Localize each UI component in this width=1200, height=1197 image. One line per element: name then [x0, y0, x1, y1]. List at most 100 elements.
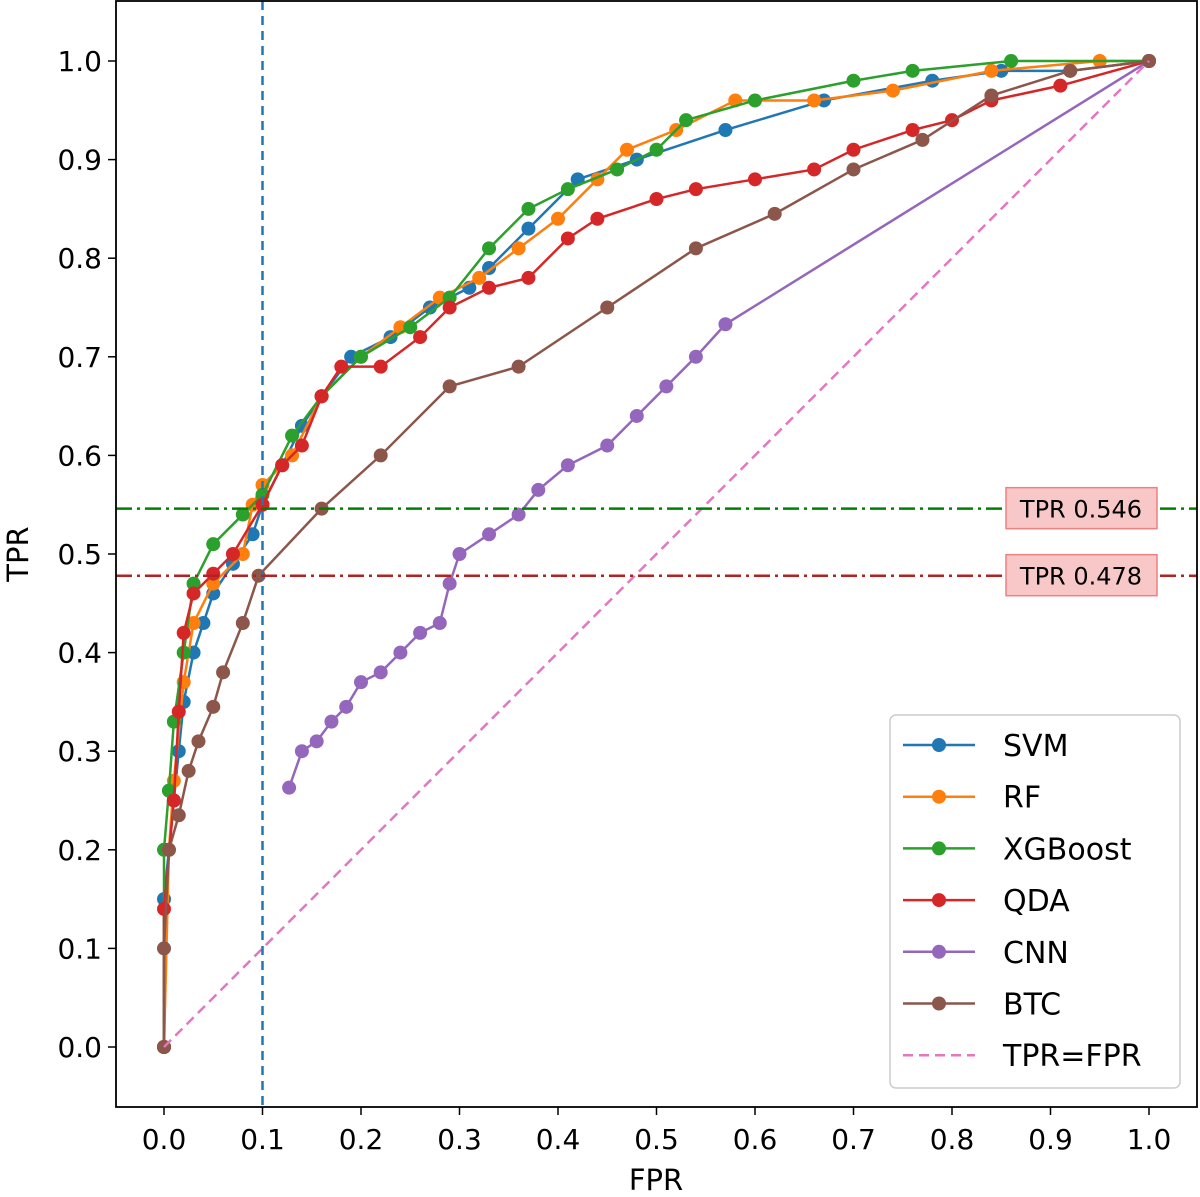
- data-point-qda: [176, 625, 191, 640]
- y-tick-label: 0.0: [57, 1031, 102, 1064]
- data-point-qda: [157, 901, 171, 916]
- data-point-cnn: [373, 665, 388, 680]
- data-point-xgboost: [186, 576, 201, 591]
- legend-label: QDA: [1003, 884, 1070, 919]
- data-point-cnn: [452, 547, 467, 561]
- legend-box: [889, 714, 1181, 1089]
- data-point-cnn: [282, 780, 297, 795]
- data-point-qda: [206, 566, 221, 581]
- data-point-qda: [442, 300, 457, 315]
- tpr-annotation-label: TPR 0.546: [1019, 496, 1142, 524]
- data-point-qda: [688, 182, 703, 197]
- data-point-btc: [235, 616, 250, 631]
- data-point-qda: [521, 270, 536, 285]
- data-point-cnn: [413, 625, 428, 640]
- data-point-svm: [171, 744, 186, 759]
- data-point-btc: [442, 379, 457, 394]
- data-point-cnn: [659, 379, 674, 394]
- data-point-btc: [206, 699, 221, 714]
- data-point-btc: [600, 300, 615, 315]
- data-point-qda: [560, 231, 575, 246]
- data-point-qda: [846, 142, 861, 157]
- data-point-qda: [314, 389, 329, 404]
- legend-label: RF: [1003, 781, 1041, 816]
- legend-marker-cnn: [932, 944, 946, 959]
- data-point-xgboost: [560, 182, 575, 197]
- data-point-qda: [748, 172, 762, 187]
- data-point-qda: [905, 123, 920, 138]
- x-axis-label: FPR: [629, 1163, 683, 1193]
- tpr-annotation-label: TPR 0.478: [1019, 563, 1142, 591]
- y-tick-label: 0.6: [57, 439, 102, 472]
- data-point-btc: [511, 359, 526, 374]
- series-line-tpr=fpr: [163, 60, 1150, 1048]
- data-point-cnn: [531, 482, 546, 497]
- data-point-xgboost: [442, 290, 457, 305]
- data-point-qda: [373, 359, 388, 374]
- series-line-rf: [162, 59, 1149, 1048]
- data-point-xgboost: [1004, 54, 1019, 68]
- data-point-rf: [186, 616, 201, 631]
- x-tick-label: 0.6: [733, 1123, 778, 1156]
- legend-label: CNN: [1003, 936, 1069, 971]
- data-point-qda: [807, 162, 822, 177]
- data-point-svm: [482, 261, 497, 276]
- data-point-btc: [191, 734, 206, 749]
- data-point-rf: [885, 83, 900, 98]
- legend-marker-xgboost: [932, 841, 946, 856]
- y-tick-label: 0.4: [57, 637, 102, 670]
- data-point-rf: [472, 270, 487, 285]
- data-point-btc: [1063, 63, 1078, 78]
- data-point-rf: [235, 547, 250, 561]
- data-point-xgboost: [679, 113, 694, 128]
- legend-marker-btc: [932, 996, 946, 1011]
- data-point-xgboost: [482, 241, 497, 256]
- x-tick-label: 0.1: [240, 1123, 285, 1156]
- data-point-svm: [344, 349, 359, 364]
- data-point-cnn: [309, 734, 324, 749]
- x-tick-label: 0.5: [634, 1123, 679, 1156]
- y-tick-label: 0.9: [57, 144, 102, 177]
- data-point-xgboost: [206, 537, 221, 552]
- data-point-cnn: [482, 527, 497, 542]
- data-point-qda: [590, 211, 605, 226]
- data-point-xgboost: [846, 73, 861, 88]
- data-point-cnn: [629, 408, 644, 423]
- data-point-rf: [807, 93, 822, 108]
- data-point-qda: [334, 359, 349, 374]
- data-point-qda: [294, 438, 309, 453]
- data-point-cnn: [354, 675, 368, 690]
- data-point-cnn: [560, 458, 575, 473]
- legend-label: SVM: [1003, 729, 1068, 764]
- data-point-qda: [1053, 78, 1068, 93]
- data-point-cnn: [294, 744, 309, 759]
- data-point-btc: [181, 763, 196, 778]
- data-point-rf: [984, 63, 999, 78]
- data-point-xgboost: [649, 142, 664, 157]
- data-point-xgboost: [905, 63, 920, 78]
- x-tick-label: 0.2: [339, 1123, 384, 1156]
- data-point-xgboost: [403, 320, 418, 335]
- data-point-cnn: [324, 714, 339, 729]
- data-point-btc: [161, 842, 176, 857]
- x-tick-label: 0.7: [831, 1123, 876, 1156]
- data-point-svm: [196, 616, 211, 631]
- x-tick-label: 0.9: [1028, 1123, 1073, 1156]
- data-point-rf: [619, 142, 634, 157]
- data-point-cnn: [718, 317, 733, 332]
- data-point-btc: [216, 665, 231, 680]
- data-point-xgboost: [610, 162, 625, 177]
- y-axis-label: TPR: [1, 526, 35, 582]
- x-tick-label: 0.0: [142, 1123, 187, 1156]
- legend-marker-qda: [932, 893, 946, 908]
- y-tick-label: 0.7: [57, 341, 102, 374]
- data-point-btc: [984, 88, 999, 103]
- data-point-cnn: [600, 438, 615, 453]
- data-point-cnn: [432, 616, 447, 631]
- series-line-cnn: [287, 59, 1150, 789]
- data-point-cnn: [688, 349, 703, 364]
- series-line-btc: [162, 59, 1150, 1047]
- x-tick-label: 0.3: [437, 1123, 482, 1156]
- data-point-rf: [511, 241, 526, 256]
